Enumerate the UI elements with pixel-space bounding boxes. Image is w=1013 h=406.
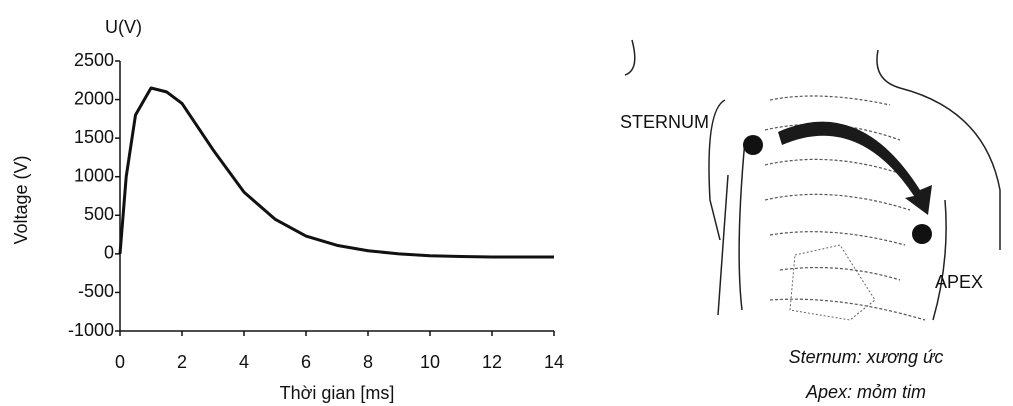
x-tick-label: 2 xyxy=(177,352,187,372)
apex-electrode xyxy=(912,224,932,244)
y-tick-label: -500 xyxy=(78,281,114,301)
x-tick-label: 6 xyxy=(301,352,311,372)
x-tick-label: 8 xyxy=(363,352,373,372)
x-tick-label: 4 xyxy=(239,352,249,372)
shoulder-left xyxy=(708,99,726,241)
y-axis-title: Voltage (V) xyxy=(11,155,31,244)
x-axis-title: Thời gian [ms] xyxy=(280,383,395,403)
y-tick-label: 2500 xyxy=(74,50,114,70)
y-tick-label: 500 xyxy=(84,204,114,224)
y-tick-label: 0 xyxy=(104,243,114,263)
sternum-electrode xyxy=(743,135,763,155)
liver xyxy=(789,244,876,321)
y-tick-label: 2000 xyxy=(74,88,114,108)
shoulder xyxy=(876,49,1001,250)
arm-line xyxy=(717,174,729,316)
torso-left xyxy=(738,139,746,311)
apex-label: APEX xyxy=(935,272,983,292)
x-tick-label: 14 xyxy=(544,352,564,372)
diagram: STERNUM APEX Sternum: xương ức Apex: mỏm… xyxy=(620,39,1001,402)
caption: Apex: mỏm tim xyxy=(805,382,926,402)
neck xyxy=(624,39,636,76)
x-tick-label: 10 xyxy=(420,352,440,372)
y-tick-label: -1000 xyxy=(68,320,114,340)
caption: Sternum: xương ức xyxy=(789,347,944,367)
y-tick-label: 1500 xyxy=(74,127,114,147)
line xyxy=(118,86,554,259)
y-unit-label: U(V) xyxy=(105,17,142,37)
x-tick-label: 12 xyxy=(482,352,502,372)
torso-right xyxy=(932,199,947,321)
arrow xyxy=(778,121,932,215)
y-tick-label: 1000 xyxy=(74,165,114,185)
x-tick-label: 0 xyxy=(115,352,125,372)
sternum-label: STERNUM xyxy=(620,112,709,132)
